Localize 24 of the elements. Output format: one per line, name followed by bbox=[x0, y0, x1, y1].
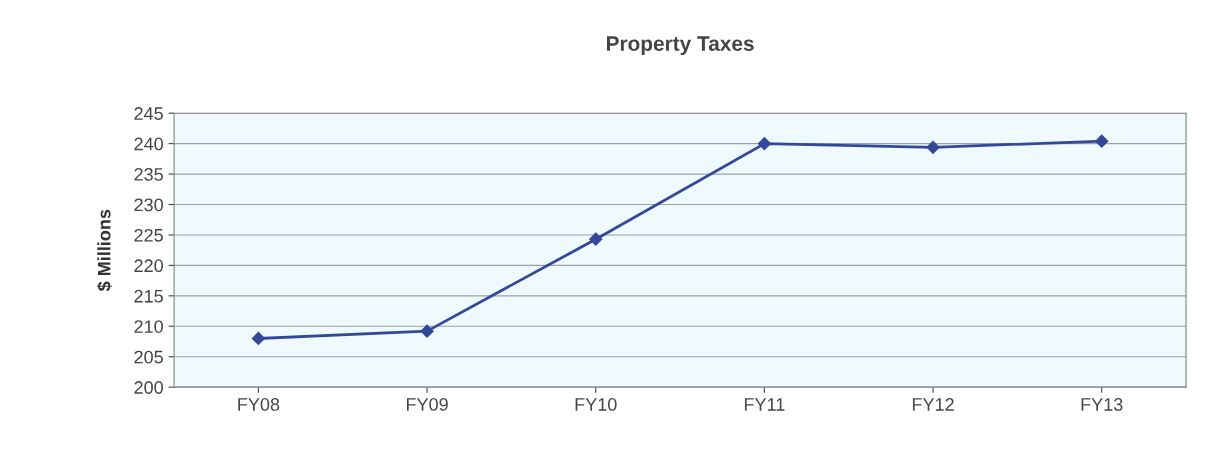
y-tick-label: 225 bbox=[134, 228, 163, 242]
point bbox=[251, 331, 266, 346]
point bbox=[926, 140, 940, 154]
x-tick-label: FY11 bbox=[744, 398, 785, 411]
y-tick-label: 205 bbox=[134, 350, 163, 364]
y-tick-label: 230 bbox=[134, 198, 163, 212]
y-tick-label: 215 bbox=[134, 289, 163, 303]
x-tick-label: FY10 bbox=[575, 398, 617, 411]
chart-title: Property Taxes bbox=[606, 36, 754, 56]
y-axis-title: $ Millions bbox=[96, 209, 112, 292]
point bbox=[757, 137, 771, 151]
x-tick-label: FY09 bbox=[406, 398, 448, 411]
x-tick-label: FY12 bbox=[912, 398, 954, 411]
y-tick-label: 235 bbox=[134, 168, 163, 181]
y-tick-label: 240 bbox=[134, 137, 163, 151]
y-tick-label: 200 bbox=[134, 381, 163, 394]
y-tick-label: 245 bbox=[134, 107, 163, 120]
y-tick-label: 220 bbox=[134, 259, 163, 273]
point bbox=[589, 232, 603, 246]
x-tick-label: FY08 bbox=[238, 398, 280, 411]
point bbox=[1095, 134, 1109, 148]
x-tick-label: FY13 bbox=[1081, 398, 1123, 411]
point bbox=[420, 324, 434, 338]
y-tick-label: 210 bbox=[134, 320, 163, 333]
